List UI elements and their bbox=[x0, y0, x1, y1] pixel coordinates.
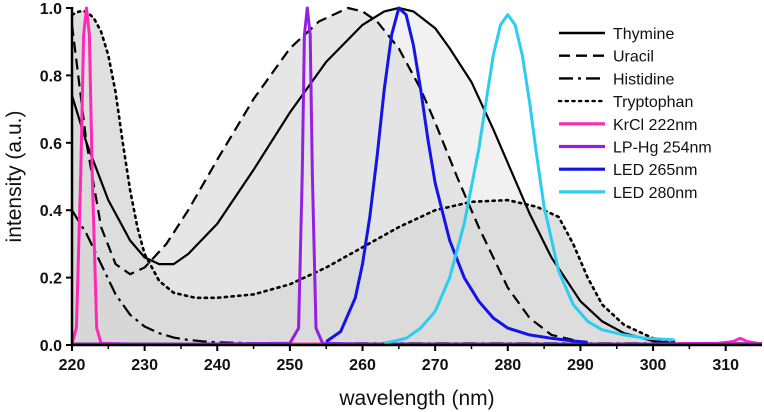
y-tick-label: 1.0 bbox=[40, 1, 62, 18]
x-tick-label: 280 bbox=[494, 357, 521, 374]
series-line-uracil bbox=[72, 6, 581, 343]
y-tick-label: 0.4 bbox=[40, 203, 62, 220]
x-tick-label: 300 bbox=[640, 357, 667, 374]
legend-label-uracil: Uracil bbox=[613, 49, 654, 66]
legend-label-krcl-222nm: KrCl 222nm bbox=[613, 117, 697, 134]
y-tick-label: 0.0 bbox=[40, 338, 62, 355]
x-axis-title: wavelength (nm) bbox=[338, 387, 494, 410]
legend-label-histidine: Histidine bbox=[613, 71, 674, 88]
x-tick-label: 220 bbox=[59, 357, 86, 374]
x-tick-label: 260 bbox=[349, 357, 376, 374]
series-line-led-280nm bbox=[383, 13, 675, 345]
x-tick-label: 310 bbox=[712, 357, 739, 374]
legend-label-led-265nm: LED 265nm bbox=[613, 162, 698, 179]
x-tick-label: 290 bbox=[567, 357, 594, 374]
series-line-tryptophan bbox=[72, 10, 677, 343]
legend-label-tryptophan: Tryptophan bbox=[613, 94, 693, 111]
y-tick-label: 0.2 bbox=[40, 271, 62, 288]
x-tick-label: 230 bbox=[131, 357, 158, 374]
fill-tryptophan bbox=[72, 11, 675, 345]
x-tick-label: 240 bbox=[204, 357, 231, 374]
y-tick-label: 0.6 bbox=[40, 136, 62, 153]
y-tick-label: 0.8 bbox=[40, 68, 62, 85]
series-line-led-265nm bbox=[325, 6, 588, 344]
legend-label-lp-hg-254nm: LP-Hg 254nm bbox=[613, 140, 712, 157]
legend-label-led-280nm: LED 280nm bbox=[613, 185, 698, 202]
x-tick-label: 250 bbox=[277, 357, 304, 374]
y-axis-title: intensity (a.u.) bbox=[3, 111, 26, 243]
legend-label-thymine: Thymine bbox=[613, 26, 674, 43]
series-line-thymine bbox=[72, 6, 675, 345]
x-tick-label: 270 bbox=[422, 357, 449, 374]
